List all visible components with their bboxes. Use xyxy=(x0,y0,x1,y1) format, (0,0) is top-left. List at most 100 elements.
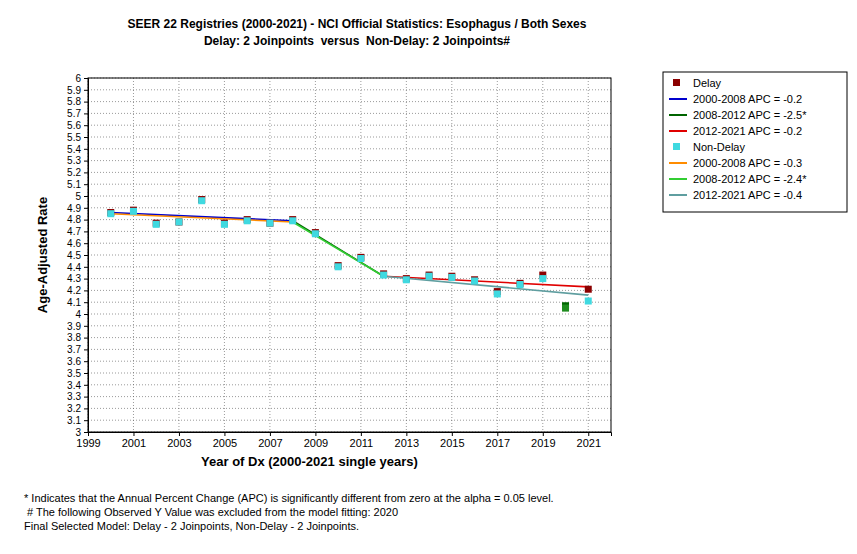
grid-line-y xyxy=(88,113,611,114)
legend-label: 2012-2021 APC = -0.4 xyxy=(693,189,802,201)
y-tick-mark xyxy=(84,326,88,327)
y-tick-mark xyxy=(84,196,88,197)
y-tick-label: 5.6 xyxy=(67,120,81,131)
y-tick-mark xyxy=(84,373,88,374)
grid-line-y xyxy=(88,396,611,397)
data-point xyxy=(289,217,296,224)
x-tick-mark xyxy=(588,432,589,436)
y-tick-label: 5.5 xyxy=(67,132,81,143)
legend: Delay2000-2008 APC = -0.22008-2012 APC =… xyxy=(663,72,847,212)
y-tick: 5.2 xyxy=(67,167,88,178)
y-tick-label: 5.2 xyxy=(67,167,81,178)
y-tick: 4.3 xyxy=(67,273,88,284)
legend-box xyxy=(663,72,847,212)
y-tick: 5.6 xyxy=(67,120,88,131)
y-tick: 4 xyxy=(75,309,88,320)
x-tick: 2007 xyxy=(258,432,282,449)
y-tick-label: 4.6 xyxy=(67,238,81,249)
y-tick: 4.2 xyxy=(67,285,88,296)
x-tick-label: 2015 xyxy=(440,437,464,449)
y-tick-label: 3.9 xyxy=(67,321,81,332)
grid-line-y xyxy=(88,137,611,138)
grid-line-x xyxy=(588,78,589,432)
grid-line-y xyxy=(88,101,611,102)
x-tick-mark xyxy=(224,432,225,436)
grid-line-y xyxy=(88,384,611,385)
legend-label: 2008-2012 APC = -2.5* xyxy=(693,109,807,121)
y-tick-label: 3.5 xyxy=(67,368,81,379)
grid-line-y xyxy=(88,325,611,326)
y-tick: 5 xyxy=(75,191,88,202)
data-point xyxy=(130,208,137,215)
y-tick: 5.5 xyxy=(67,132,88,143)
data-point xyxy=(198,197,205,204)
y-tick: 3.4 xyxy=(67,380,88,391)
y-tick: 3.2 xyxy=(67,403,88,414)
y-tick: 5.4 xyxy=(67,144,88,155)
x-tick-label: 1999 xyxy=(76,437,100,449)
fit-line xyxy=(111,214,293,222)
y-tick: 4.9 xyxy=(67,203,88,214)
grid-line-y xyxy=(88,314,611,315)
grid-line-y xyxy=(88,337,611,338)
y-tick: 4.8 xyxy=(67,214,88,225)
x-tick: 2013 xyxy=(395,432,419,449)
grid-line-y xyxy=(88,278,611,279)
y-tick: 3.9 xyxy=(67,321,88,332)
legend-label: 2000-2008 APC = -0.3 xyxy=(693,157,802,169)
chart: SEER 22 Registries (2000-2021) - NCI Off… xyxy=(0,0,857,554)
grid-line-x xyxy=(451,78,452,432)
y-axis-line xyxy=(84,79,89,433)
x-tick-label: 2005 xyxy=(213,437,237,449)
y-tick-mark xyxy=(84,408,88,409)
y-tick-mark xyxy=(84,432,88,433)
y-tick: 3.1 xyxy=(67,415,88,426)
x-tick-label: 2017 xyxy=(486,437,510,449)
y-tick-mark xyxy=(84,125,88,126)
legend-line xyxy=(669,178,687,180)
y-tick: 5.3 xyxy=(67,155,88,166)
fit-line xyxy=(111,213,293,221)
grid-line-y xyxy=(88,243,611,244)
y-tick: 3.8 xyxy=(67,332,88,343)
x-tick: 2009 xyxy=(304,432,328,449)
data-point xyxy=(426,273,433,280)
grid-line-y xyxy=(88,160,611,161)
subtitle: Delay: 2 Joinpoints versus Non-Delay: 2 … xyxy=(204,34,510,48)
y-tick-label: 4.3 xyxy=(67,273,81,284)
x-tick-label: 2009 xyxy=(304,437,328,449)
legend-label: 2000-2008 APC = -0.2 xyxy=(693,93,802,105)
x-axis-line xyxy=(89,433,612,437)
y-tick-label: 3.8 xyxy=(67,332,81,343)
y-tick-mark xyxy=(84,290,88,291)
x-tick: 2003 xyxy=(167,432,191,449)
grid-line-y xyxy=(88,184,611,185)
x-axis: 1999200120032005200720092011201320152017… xyxy=(76,432,611,449)
y-tick-label: 5 xyxy=(75,191,81,202)
x-tick: 2015 xyxy=(440,432,464,449)
legend-line xyxy=(669,162,687,164)
grid-line-y xyxy=(88,349,611,350)
grid-line-y xyxy=(88,420,611,421)
grid-line-x xyxy=(224,78,225,432)
y-tick-mark xyxy=(84,149,88,150)
y-tick: 5.8 xyxy=(67,96,88,107)
fit-line xyxy=(293,221,384,276)
fit-line xyxy=(384,276,589,295)
y-tick: 4.6 xyxy=(67,238,88,249)
y-tick-label: 4 xyxy=(75,309,81,320)
x-tick-mark xyxy=(406,432,407,436)
fit-line xyxy=(293,222,384,276)
legend-label: 2012-2021 APC = -0.2 xyxy=(693,125,802,137)
x-tick: 2001 xyxy=(122,432,146,449)
data-point xyxy=(153,221,160,228)
legend-marker xyxy=(673,79,680,86)
legend-label: 2008-2012 APC = -2.4* xyxy=(693,173,807,185)
y-tick-label: 4.2 xyxy=(67,285,81,296)
grid-line-y xyxy=(88,89,611,90)
x-tick-label: 2013 xyxy=(395,437,419,449)
y-tick-mark xyxy=(84,302,88,303)
y-tick: 3.6 xyxy=(67,356,88,367)
x-axis-title: Year of Dx (2000-2021 single years) xyxy=(201,454,418,469)
data-point xyxy=(585,286,592,293)
